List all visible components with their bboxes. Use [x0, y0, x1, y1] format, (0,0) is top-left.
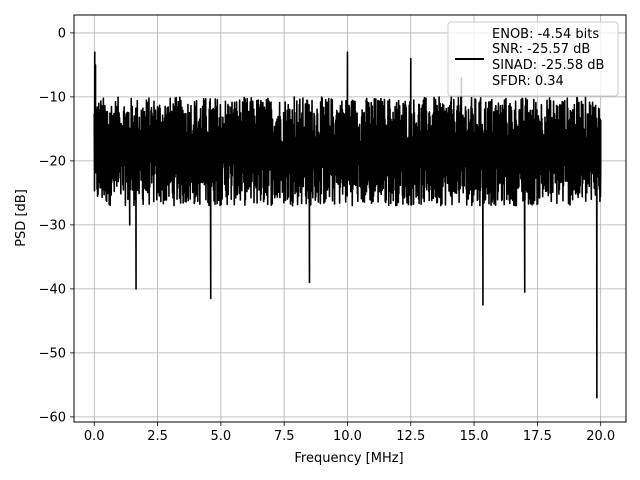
legend-entry-snr: SNR: -25.57 dB	[492, 42, 590, 57]
y-tick-label: −10	[39, 90, 66, 105]
x-tick-label: 20.0	[586, 429, 615, 444]
legend-entry-enob: ENOB: -4.54 bits	[492, 27, 599, 42]
psd-series-line	[93, 51, 602, 399]
series-layer	[93, 51, 602, 399]
ticks: 0.0 2.5 5.0 7.5 10.0 12.5 15.0 17.5 20.0 0 −10 −20 −…	[39, 26, 616, 444]
x-tick-label: 7.5	[274, 429, 295, 444]
legend-entry-sinad: SINAD: -25.58 dB	[492, 58, 604, 73]
y-tick-label: −40	[39, 282, 66, 297]
x-tick-label: 10.0	[333, 429, 362, 444]
y-tick-label: −30	[39, 218, 66, 233]
x-tick-label: 0.0	[84, 429, 105, 444]
legend-box	[447, 21, 619, 97]
y-tick-label: −20	[39, 154, 66, 169]
legend-entry-sfdr: SFDR: 0.34	[492, 74, 564, 89]
y-tick-label: −50	[39, 346, 66, 361]
x-tick-label: 2.5	[147, 429, 168, 444]
x-tick-label: 17.5	[523, 429, 552, 444]
y-tick-label: 0	[58, 26, 66, 41]
plot-frame	[73, 14, 627, 423]
x-tick-label: 12.5	[396, 429, 425, 444]
legend: ENOB: -4.54 bits SNR: -25.57 dB SINAD: -…	[447, 21, 619, 97]
x-tick-label: 15.0	[460, 429, 489, 444]
x-tick-label: 5.0	[211, 429, 232, 444]
y-axis-label: PSD [dB]	[14, 189, 29, 247]
x-axis-label: Frequency [MHz]	[294, 451, 403, 466]
y-tick-label: −60	[39, 410, 66, 425]
